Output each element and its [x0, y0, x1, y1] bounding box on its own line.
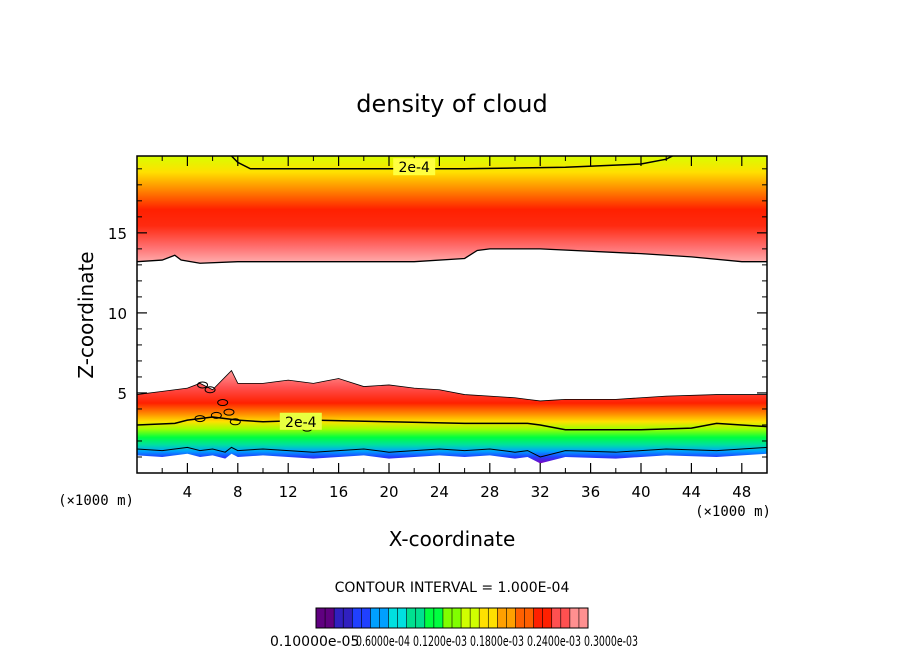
contour-small-loop: [204, 386, 216, 394]
x-tick-label: 32: [531, 483, 550, 501]
colorbar-swatch: [379, 608, 390, 628]
upper-cloud-layer: [137, 156, 767, 264]
contour-lower-base: [137, 446, 767, 458]
x-tick-label: 20: [379, 483, 398, 501]
x-tick-label: 28: [480, 483, 499, 501]
colorbar-swatch: [433, 608, 444, 628]
contour-small-loop: [197, 381, 209, 389]
colorbar-swatch: [506, 608, 516, 628]
contour-small-loop: [194, 415, 206, 423]
x-tick-label: 36: [581, 483, 600, 501]
contour-label: 2e-4: [398, 160, 430, 176]
plot-border: [136, 155, 768, 474]
colorbar-swatch: [370, 608, 380, 628]
colorbar-swatch: [415, 608, 426, 628]
colorbar-swatch: [442, 608, 453, 628]
colorbar-swatch: [343, 608, 353, 628]
colorbar: [315, 607, 589, 629]
x-tick-label: 40: [631, 483, 650, 501]
x-axis-label: X-coordinate: [389, 527, 516, 551]
y-axis-label: Z-coordinate: [74, 251, 98, 378]
x-unit-label: (×1000 m): [695, 504, 771, 520]
x-tick-label: 24: [430, 483, 449, 501]
colorbar-swatch: [524, 608, 535, 628]
contour-small-loop: [210, 411, 222, 419]
colorbar-swatch: [560, 608, 571, 628]
colorbar-swatch: [361, 608, 371, 628]
x-tick-label: 4: [183, 483, 193, 501]
contour-label-bg: [279, 412, 322, 430]
contour-label-bg: [393, 158, 436, 176]
x-tick-label: 44: [682, 483, 701, 501]
contour-label: 2e-4: [285, 415, 317, 431]
colorbar-swatch: [497, 608, 507, 628]
contour-upper-edge: [137, 248, 767, 264]
colorbar-swatch: [488, 608, 498, 628]
contour-labels: 2e-4 2e-4: [279, 158, 436, 431]
contour-lower-2e-4: [137, 416, 767, 431]
colorbar-swatch: [578, 608, 589, 628]
y-tick-label: 15: [108, 225, 127, 243]
y-tick-label: 10: [108, 305, 127, 323]
colorbar-swatch: [406, 608, 417, 628]
colorbar-swatch: [470, 608, 480, 628]
x-tick-label: 48: [732, 483, 751, 501]
chart-title: density of cloud: [356, 90, 547, 118]
x-tick-label: 16: [329, 483, 348, 501]
colorbar-swatch: [515, 608, 526, 628]
colorbar-swatch: [533, 608, 544, 628]
colorbar-swatch: [397, 608, 408, 628]
colorbar-swatch: [542, 608, 553, 628]
lower-cloud-layer: [137, 370, 767, 464]
colorbar-swatch: [569, 608, 580, 628]
colorbar-swatch: [316, 608, 326, 628]
y-tick-label: 5: [117, 385, 127, 403]
contour-small-loop: [223, 408, 235, 416]
colorbar-first-label: 0.10000e-05: [270, 634, 359, 650]
contour-lower-edge: [137, 369, 767, 402]
colorbar-swatch: [452, 608, 462, 628]
colorbar-swatch: [461, 608, 471, 628]
colorbar-swatch: [388, 608, 399, 628]
z-unit-label: (×1000 m): [58, 493, 134, 509]
contour-small-loop: [229, 418, 241, 426]
colorbar-swatch: [334, 608, 344, 628]
contour-interval-text: CONTOUR INTERVAL = 1.000E-04: [335, 580, 570, 596]
colorbar-swatch: [479, 608, 489, 628]
x-tick-label: 12: [279, 483, 298, 501]
colorbar-swatch: [551, 608, 562, 628]
x-tick-label: 8: [233, 483, 243, 501]
density-field: [137, 156, 767, 464]
contour-small-loop: [217, 399, 229, 407]
colorbar-swatch: [424, 608, 435, 628]
colorbar-swatch: [352, 608, 362, 628]
plot-frame: [136, 155, 768, 474]
colorbar-overlapping-labels: 0.6000e-04 0.1200e-03 0.1800e-03 0.2400e…: [356, 634, 638, 650]
colorbar-swatch: [325, 608, 335, 628]
colorbar-border: [315, 607, 589, 629]
